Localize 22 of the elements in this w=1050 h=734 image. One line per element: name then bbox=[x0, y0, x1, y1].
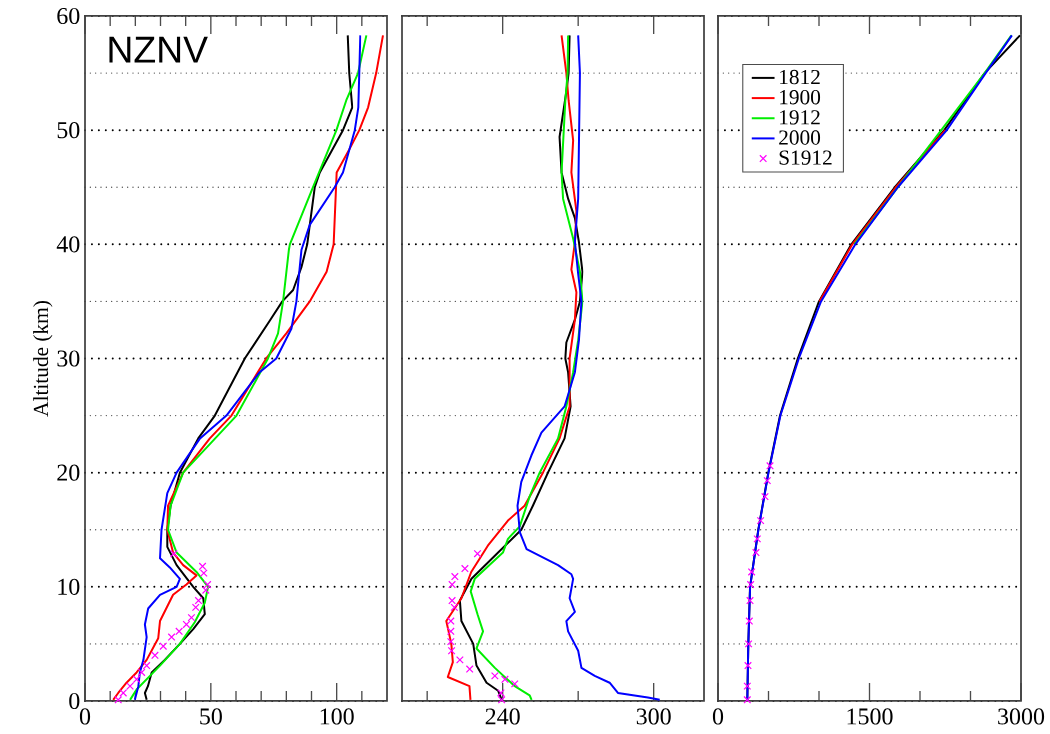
x-tick-label: 300 bbox=[636, 708, 671, 725]
x-tick-label: 0 bbox=[79, 708, 91, 725]
legend-label: 1912 bbox=[780, 110, 820, 125]
y-tick-label: 10 bbox=[58, 578, 80, 595]
y-axis-title: Altitude (km) bbox=[33, 301, 53, 417]
legend-label: 1900 bbox=[780, 90, 821, 105]
x-tick-label: 3000 bbox=[998, 708, 1045, 725]
y-tick-label: 50 bbox=[57, 122, 80, 139]
legend-label: 2000 bbox=[779, 130, 821, 145]
y-tick-label: 0 bbox=[69, 692, 80, 710]
y-tick-label: 30 bbox=[57, 350, 80, 367]
legend-label: 1812 bbox=[780, 69, 820, 85]
y-tick-label: 20 bbox=[57, 464, 80, 481]
x-tick-label: 1500 bbox=[847, 708, 893, 725]
y-tick-label: 40 bbox=[56, 236, 80, 253]
x-tick-label: 50 bbox=[200, 708, 222, 725]
x-tick-label: 100 bbox=[320, 708, 354, 725]
annotation: NZNV bbox=[109, 36, 208, 63]
x-tick-label: 0 bbox=[712, 708, 724, 725]
y-tick-label: 60 bbox=[57, 7, 80, 25]
x-tick-label: 240 bbox=[485, 708, 520, 725]
legend-label: S1912 bbox=[779, 150, 832, 165]
